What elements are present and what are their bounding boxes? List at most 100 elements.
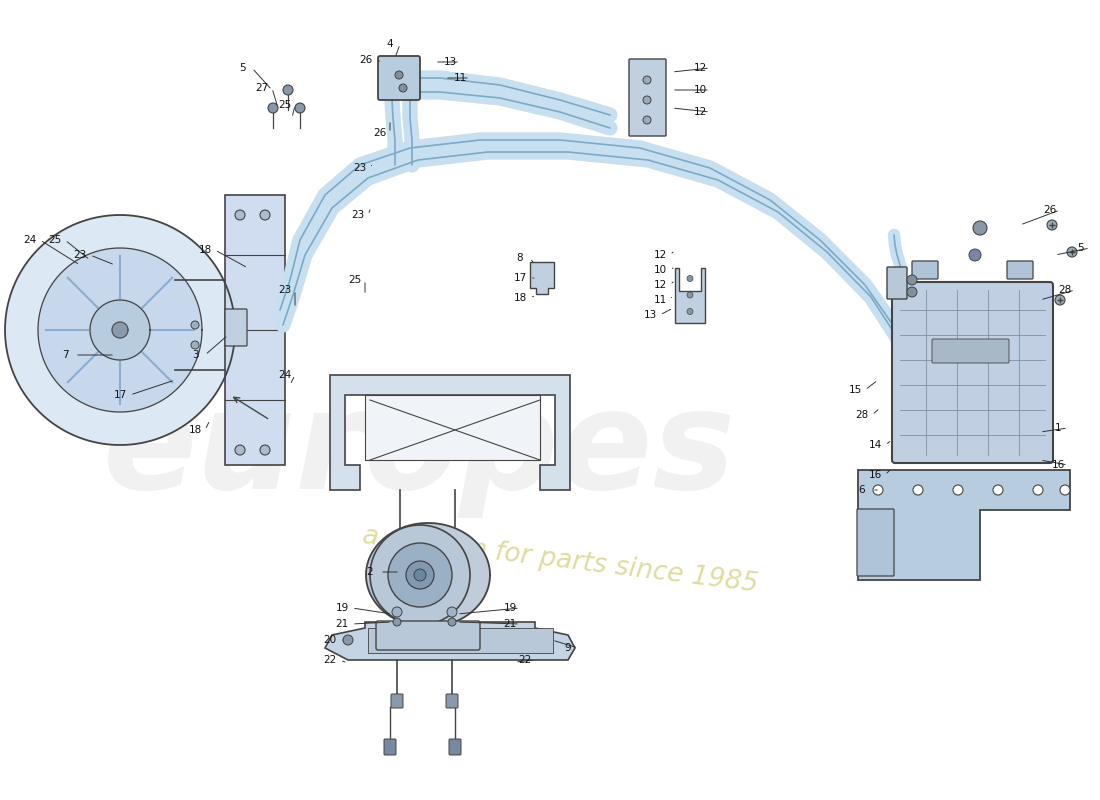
Circle shape [395, 71, 403, 79]
Text: 10: 10 [693, 85, 706, 95]
FancyBboxPatch shape [378, 56, 420, 100]
Circle shape [873, 485, 883, 495]
Text: 5: 5 [239, 63, 245, 73]
FancyBboxPatch shape [449, 739, 461, 755]
Circle shape [283, 85, 293, 95]
Text: 8: 8 [517, 253, 524, 263]
Circle shape [1055, 295, 1065, 305]
Text: 15: 15 [848, 385, 861, 395]
Circle shape [1047, 220, 1057, 230]
Text: 21: 21 [336, 619, 349, 629]
Circle shape [993, 485, 1003, 495]
Text: 19: 19 [336, 603, 349, 613]
Polygon shape [366, 523, 490, 627]
FancyBboxPatch shape [384, 739, 396, 755]
Circle shape [688, 309, 693, 314]
Circle shape [908, 287, 917, 297]
Circle shape [191, 341, 199, 349]
Circle shape [268, 103, 278, 113]
FancyBboxPatch shape [857, 509, 894, 576]
Text: 23: 23 [74, 250, 87, 260]
Text: 14: 14 [868, 440, 881, 450]
Text: 2: 2 [366, 567, 373, 577]
Polygon shape [90, 300, 150, 360]
Text: 11: 11 [453, 73, 466, 83]
Text: 27: 27 [255, 83, 268, 93]
Circle shape [688, 292, 693, 298]
Text: 21: 21 [504, 619, 517, 629]
Circle shape [447, 607, 456, 617]
Text: 19: 19 [504, 603, 517, 613]
Text: 25: 25 [48, 235, 62, 245]
FancyBboxPatch shape [376, 621, 480, 650]
Text: 16: 16 [1052, 460, 1065, 470]
Circle shape [388, 543, 452, 607]
Text: 18: 18 [514, 293, 527, 303]
Text: 22: 22 [518, 655, 531, 665]
Text: a passion for parts since 1985: a passion for parts since 1985 [361, 523, 759, 597]
Bar [226, 195, 285, 465]
Polygon shape [39, 248, 202, 412]
FancyBboxPatch shape [932, 339, 1009, 363]
Circle shape [644, 96, 651, 104]
Circle shape [343, 635, 353, 645]
Text: 10: 10 [653, 265, 667, 275]
FancyBboxPatch shape [892, 282, 1053, 463]
Polygon shape [858, 470, 1070, 580]
Circle shape [393, 618, 402, 626]
Text: 24: 24 [278, 370, 292, 380]
Text: 6: 6 [859, 485, 866, 495]
Polygon shape [324, 622, 575, 660]
Circle shape [644, 76, 651, 84]
FancyBboxPatch shape [629, 59, 666, 136]
FancyBboxPatch shape [446, 694, 458, 708]
Circle shape [260, 210, 270, 220]
Text: 4: 4 [387, 39, 394, 49]
Circle shape [688, 275, 693, 282]
Text: 23: 23 [351, 210, 364, 220]
Text: 25: 25 [349, 275, 362, 285]
Circle shape [414, 569, 426, 581]
Text: 28: 28 [1058, 285, 1071, 295]
FancyBboxPatch shape [1006, 261, 1033, 279]
Bar [365, 395, 540, 460]
Circle shape [235, 445, 245, 455]
Text: 20: 20 [323, 635, 337, 645]
Text: 13: 13 [644, 310, 657, 320]
Text: 12: 12 [693, 63, 706, 73]
Text: 18: 18 [188, 425, 201, 435]
Circle shape [644, 116, 651, 124]
Text: 7: 7 [62, 350, 68, 360]
Circle shape [913, 485, 923, 495]
Circle shape [406, 561, 434, 589]
FancyBboxPatch shape [912, 261, 938, 279]
Polygon shape [530, 262, 554, 294]
Circle shape [974, 221, 987, 235]
Text: 28: 28 [856, 410, 869, 420]
Circle shape [1067, 247, 1077, 257]
Text: 26: 26 [373, 128, 386, 138]
Text: 23: 23 [278, 285, 292, 295]
Circle shape [295, 103, 305, 113]
Circle shape [908, 275, 917, 285]
FancyBboxPatch shape [887, 267, 907, 299]
Text: europes: europes [103, 382, 737, 518]
Text: 26: 26 [1044, 205, 1057, 215]
Text: 17: 17 [113, 390, 127, 400]
Circle shape [1060, 485, 1070, 495]
Text: 9: 9 [564, 643, 571, 653]
Text: 25: 25 [278, 100, 292, 110]
Text: 23: 23 [353, 163, 366, 173]
Text: 3: 3 [191, 350, 198, 360]
Text: 16: 16 [868, 470, 881, 480]
Polygon shape [6, 215, 235, 445]
Polygon shape [675, 267, 705, 322]
Text: 12: 12 [653, 280, 667, 290]
Text: 1: 1 [1055, 423, 1061, 433]
Text: 22: 22 [323, 655, 337, 665]
Circle shape [191, 321, 199, 329]
Text: 24: 24 [23, 235, 36, 245]
Circle shape [260, 445, 270, 455]
Circle shape [370, 525, 470, 625]
Text: 26: 26 [360, 55, 373, 65]
